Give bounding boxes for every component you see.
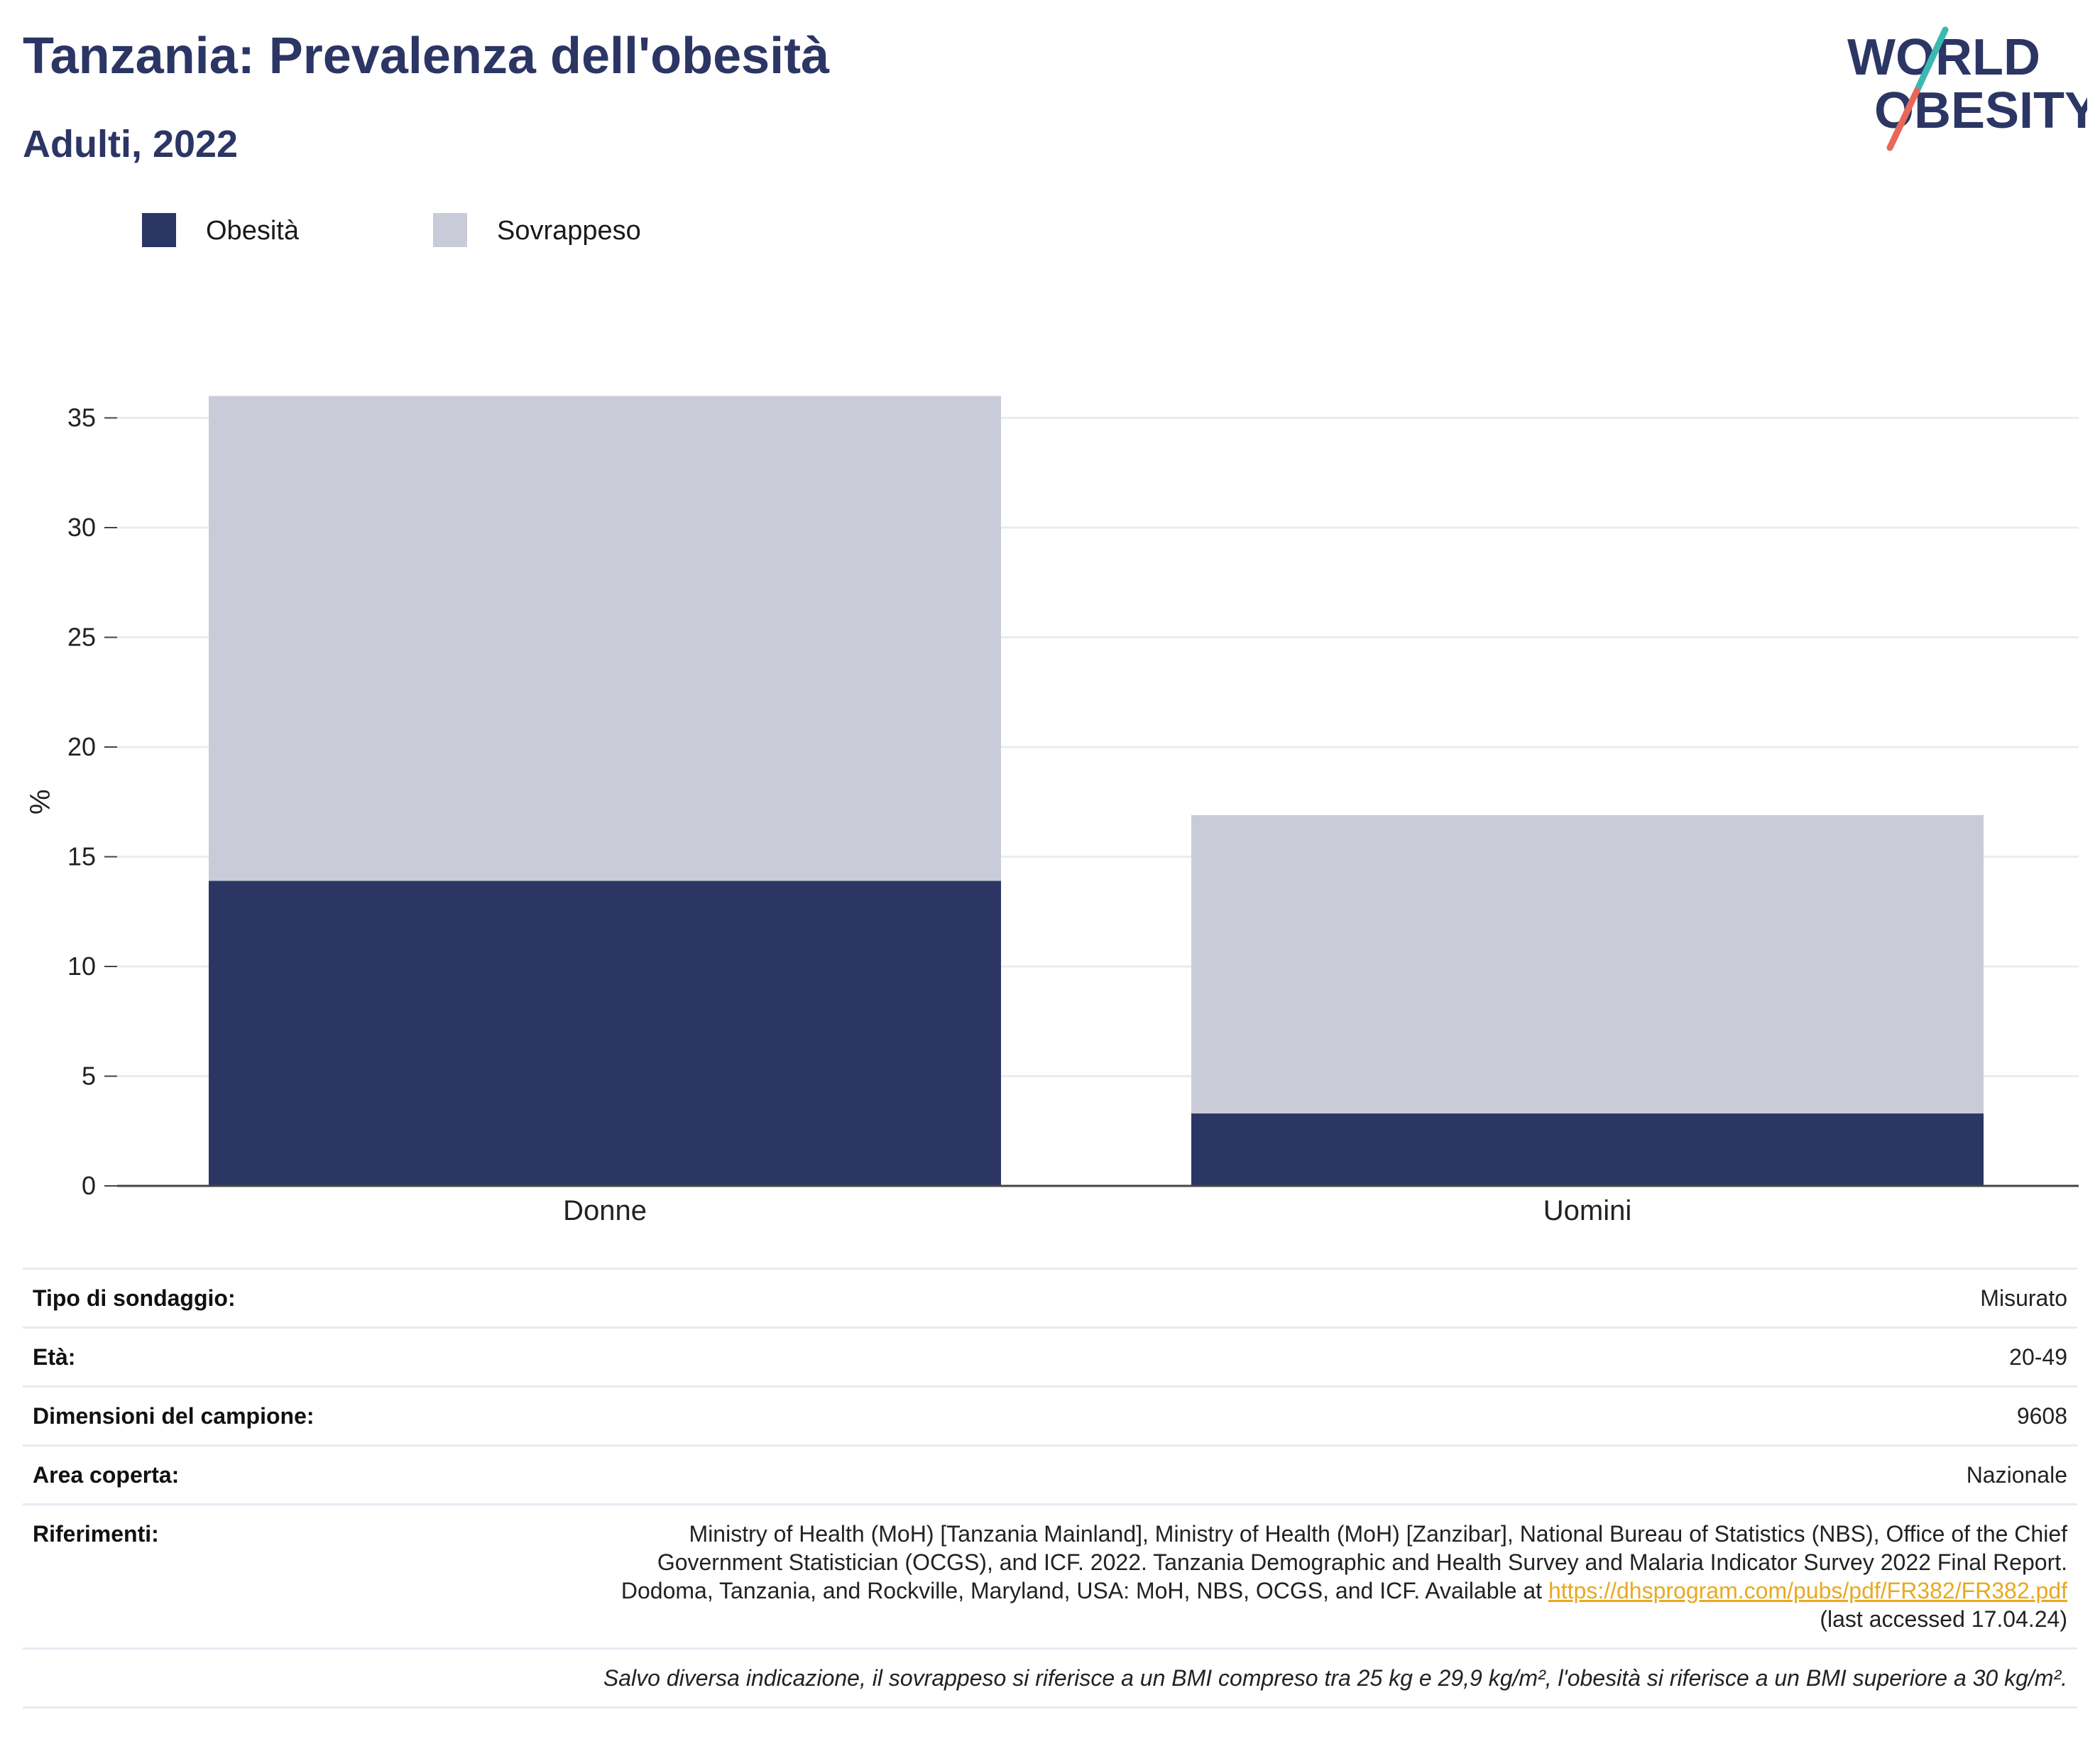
x-tick-label-uomini: Uomini	[1543, 1195, 1631, 1226]
y-tick-label-30: 30	[67, 513, 96, 542]
info-key-sample-size: Dimensioni del campione:	[33, 1403, 315, 1429]
bar-chart: 0 5 10 15 20 25 30 35 Donne Uomini%	[25, 396, 2079, 1226]
page-subtitle: Adulti, 2022	[23, 123, 239, 165]
legend-label-obesita: Obesità	[206, 216, 299, 246]
y-tick-label-35: 35	[67, 403, 96, 432]
info-key-survey-type: Tipo di sondaggio:	[33, 1285, 236, 1311]
references-text: Ministry of Health (MoH) [Tanzania Mainl…	[620, 1521, 2067, 1603]
info-row-references: Riferimenti: Ministry of Health (MoH) [T…	[23, 1505, 2077, 1650]
info-row-sample-size: Dimensioni del campione: 9608	[23, 1388, 2077, 1446]
y-tick-label-15: 15	[67, 842, 96, 871]
info-row-age: Età: 20-49	[23, 1329, 2077, 1388]
world-obesity-logo: WORLD OBESITY	[1847, 26, 2087, 151]
bar-donne-obesit	[209, 881, 1001, 1186]
bar-uomini-obesit	[1191, 1113, 1984, 1186]
page-title: Tanzania: Prevalenza dell'obesità	[23, 28, 830, 85]
info-row-note: Salvo diversa indicazione, il sovrappeso…	[23, 1650, 2077, 1709]
info-value-references: Ministry of Health (MoH) [Tanzania Mainl…	[605, 1520, 2067, 1633]
legend-swatch-sovrappeso	[433, 213, 467, 247]
info-value-sample-size: 9608	[2016, 1403, 2067, 1429]
bar-uomini-sovrappeso	[1191, 814, 1984, 1114]
legend-swatch-obesita	[142, 213, 176, 247]
y-tick-label-10: 10	[67, 952, 96, 981]
y-axis-label: %	[25, 789, 56, 814]
references-suffix: (last accessed 17.04.24)	[1820, 1606, 2067, 1632]
y-tick-label-5: 5	[82, 1062, 96, 1091]
info-value-area: Nazionale	[1966, 1462, 2067, 1488]
info-key-references: Riferimenti:	[33, 1521, 159, 1547]
legend-label-sovrappeso: Sovrappeso	[497, 216, 641, 246]
references-link[interactable]: https://dhsprogram.com/pubs/pdf/FR382/FR…	[1548, 1578, 2067, 1603]
info-value-survey-type: Misurato	[1980, 1285, 2067, 1311]
footnote: Salvo diversa indicazione, il sovrappeso…	[603, 1665, 2067, 1691]
info-key-area: Area coperta:	[33, 1462, 180, 1488]
logo-slash-bottom	[1886, 87, 1920, 151]
y-tick-label-25: 25	[67, 623, 96, 652]
info-row-survey-type: Tipo di sondaggio: Misurato	[23, 1270, 2077, 1329]
info-table: Tipo di sondaggio: Misurato Età: 20-49 D…	[23, 1268, 2077, 1709]
y-tick-label-20: 20	[67, 732, 96, 761]
bar-donne-sovrappeso	[209, 396, 1001, 881]
y-tick-label-0: 0	[82, 1171, 96, 1200]
x-tick-label-donne: Donne	[563, 1195, 647, 1226]
logo-slash-top	[1913, 26, 1949, 94]
info-row-area: Area coperta: Nazionale	[23, 1446, 2077, 1505]
info-value-age: 20-49	[2009, 1344, 2067, 1370]
info-key-age: Età:	[33, 1344, 76, 1370]
